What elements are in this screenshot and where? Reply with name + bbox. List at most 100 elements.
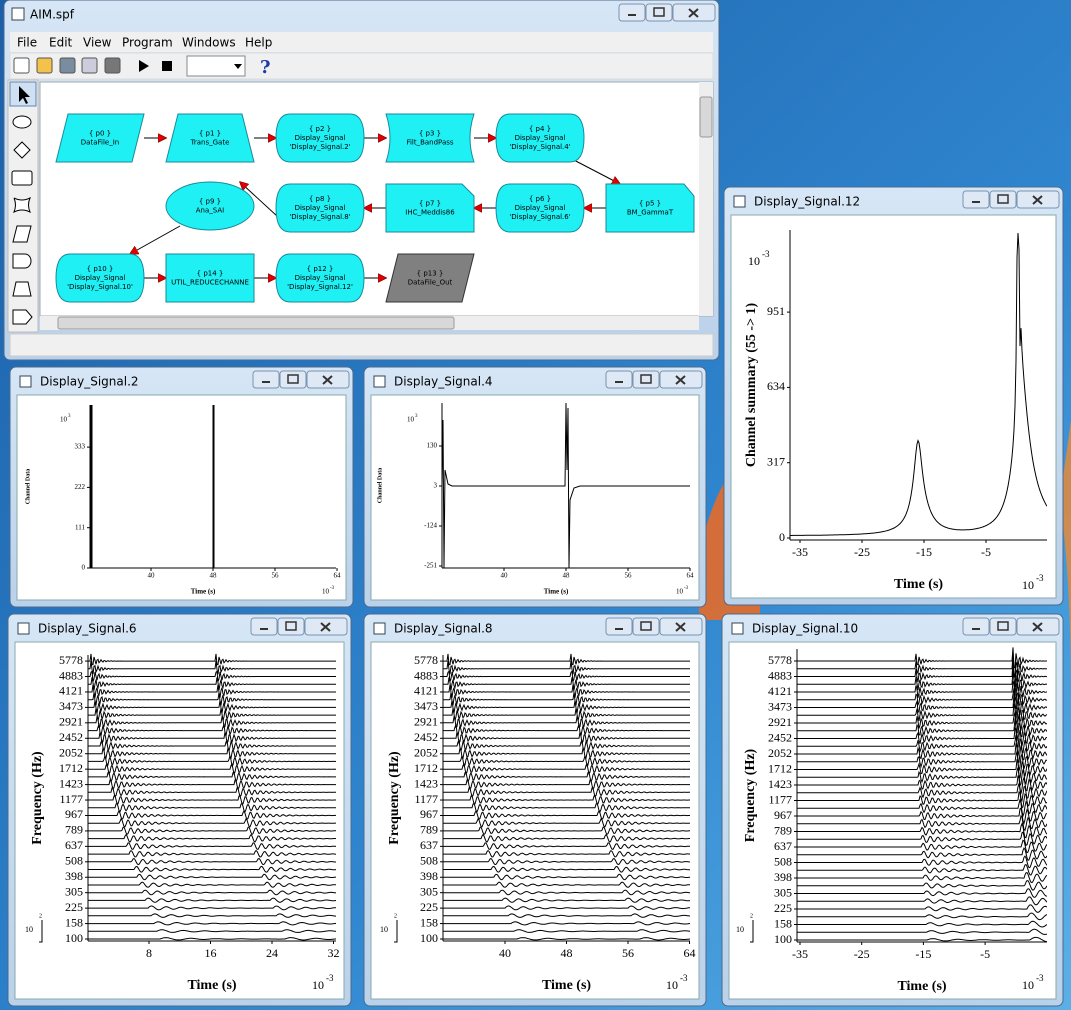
app-icon <box>11 7 25 21</box>
y-tick-label: 111 <box>75 523 85 531</box>
toolbar-button[interactable] <box>13 57 30 74</box>
close-glyph <box>320 622 331 632</box>
node-label: { p5 } <box>639 200 661 208</box>
y-scale-exponent: 2 <box>750 913 753 919</box>
menu-item[interactable]: Windows <box>182 36 236 50</box>
combo-box[interactable] <box>186 55 246 77</box>
x-scale-exponent: -3 <box>680 973 688 983</box>
process-node[interactable] <box>275 253 365 303</box>
maximize-button[interactable] <box>989 617 1017 636</box>
trace <box>797 822 1047 839</box>
trace <box>88 857 336 866</box>
y-tick-label: 789 <box>420 823 438 837</box>
palette-tool[interactable] <box>12 225 32 243</box>
palette-tool[interactable] <box>13 141 31 159</box>
v-scroll-thumb[interactable] <box>699 96 713 138</box>
y-scale-exponent: 2 <box>394 913 397 919</box>
process-node[interactable] <box>385 113 475 163</box>
trace <box>797 928 1047 935</box>
maximize-button[interactable] <box>989 190 1017 209</box>
palette-tool[interactable] <box>13 196 31 214</box>
palette-tool[interactable] <box>12 253 32 269</box>
minimize-button[interactable] <box>605 617 633 636</box>
trace <box>797 767 1047 787</box>
process-node[interactable] <box>495 183 585 233</box>
node-label: { p0 } <box>89 130 111 138</box>
trace <box>797 799 1047 818</box>
trace <box>443 755 690 767</box>
palette-tool[interactable] <box>12 281 32 297</box>
process-node[interactable] <box>275 113 365 163</box>
y-tick-label: 1423 <box>59 776 83 790</box>
trace <box>88 755 336 767</box>
trace <box>797 904 1047 913</box>
process-node[interactable] <box>55 113 145 163</box>
y-tick-label: 2452 <box>414 730 438 744</box>
maximize-button[interactable] <box>279 370 307 389</box>
minimize-button[interactable] <box>250 617 278 636</box>
node-label: { p9 } <box>199 198 221 206</box>
y-tick-label: 951 <box>767 304 785 318</box>
menu-item[interactable]: Program <box>122 36 173 50</box>
y-scale-base: 10 <box>25 925 33 934</box>
minimize-button[interactable] <box>252 370 280 389</box>
trace <box>790 232 1047 536</box>
palette-tool[interactable] <box>12 309 33 325</box>
y-tick-label: 3473 <box>414 699 438 713</box>
window-title: Display_Signal.6 <box>38 622 137 636</box>
trace <box>88 889 336 896</box>
palette-tool[interactable] <box>11 170 33 186</box>
trace <box>797 896 1047 906</box>
toolbar-button[interactable] <box>104 57 121 74</box>
process-node[interactable] <box>605 183 695 233</box>
node-label: { p8 } <box>309 195 331 203</box>
trace <box>797 872 1047 884</box>
process-node[interactable] <box>165 181 255 231</box>
help-button[interactable]: ? <box>260 57 271 78</box>
play-button[interactable] <box>139 60 149 72</box>
process-node[interactable] <box>165 253 255 303</box>
process-node[interactable] <box>165 113 255 163</box>
minimize-button[interactable] <box>605 370 633 389</box>
process-node[interactable] <box>385 253 475 303</box>
node-label: { p2 } <box>309 125 331 133</box>
h-scroll-thumb[interactable] <box>57 316 455 330</box>
y-tick-label: 4121 <box>768 684 792 698</box>
node-label: 'Display_Signal.12' <box>287 283 353 291</box>
process-node[interactable] <box>55 253 145 303</box>
canvas <box>39 81 714 317</box>
trace <box>443 700 690 714</box>
maximize-glyph <box>287 374 299 384</box>
toolbar-button[interactable] <box>81 57 98 74</box>
stop-button[interactable] <box>162 61 172 71</box>
menu-item[interactable]: File <box>17 36 37 50</box>
trace <box>443 818 690 828</box>
maximize-button[interactable] <box>645 3 673 22</box>
maximize-button[interactable] <box>632 617 660 636</box>
plot-client <box>730 214 1057 599</box>
menu-item[interactable]: Edit <box>49 36 73 50</box>
y-tick-label: 333 <box>75 443 86 451</box>
trace <box>797 687 1047 710</box>
minimize-button[interactable] <box>962 190 990 209</box>
toolbar-button[interactable] <box>59 57 76 74</box>
trace <box>443 771 690 783</box>
minimize-button[interactable] <box>962 617 990 636</box>
process-node[interactable] <box>275 183 365 233</box>
process-node[interactable] <box>495 113 585 163</box>
menu-item[interactable]: View <box>83 36 112 50</box>
minimize-button[interactable] <box>618 3 646 22</box>
y-tick-label: 1712 <box>768 761 792 775</box>
trace <box>443 779 690 791</box>
node-label: { p12 } <box>307 265 334 273</box>
y-tick-label: 398 <box>420 869 438 883</box>
process-node[interactable] <box>385 183 475 233</box>
menu-item[interactable]: Help <box>245 36 272 50</box>
maximize-button[interactable] <box>632 370 660 389</box>
trace <box>88 849 336 858</box>
x-axis-label: Time (s) <box>544 588 569 596</box>
toolbar-button[interactable] <box>36 57 53 74</box>
palette-tool[interactable] <box>12 115 32 129</box>
maximize-button[interactable] <box>277 617 305 636</box>
y-tick-label: 1712 <box>59 761 83 775</box>
